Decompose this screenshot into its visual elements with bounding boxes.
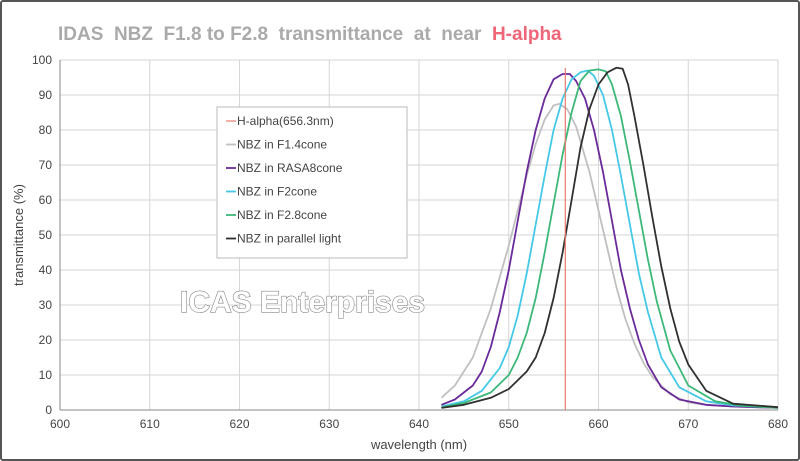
legend-entry: H-alpha(656.3nm) <box>237 114 334 128</box>
y-tick-label: 0 <box>45 403 52 417</box>
y-tick-label: 30 <box>39 298 53 312</box>
legend: H-alpha(656.3nm) NBZ in F1.4cone NBZ in RA… <box>216 106 408 259</box>
chart-title: IDAS NBZ F1.8 to F2.8 transmittance at n… <box>58 24 562 46</box>
series-lines <box>440 66 779 410</box>
y-tick-label: 20 <box>39 333 53 347</box>
y-tick-label: 10 <box>39 368 53 382</box>
y-tick-label: 40 <box>39 263 53 277</box>
x-tick-label: 610 <box>140 417 160 431</box>
series-line <box>441 66 779 409</box>
x-tick-label: 600 <box>50 417 70 431</box>
x-tick-label: 630 <box>319 417 339 431</box>
title-highlight: H-alpha <box>491 24 562 45</box>
x-tick-label: 670 <box>678 417 698 431</box>
legend-entry: NBZ in F2.8cone <box>237 208 327 222</box>
tick-labels: 600 610 620 630 640 650 660 670 680 0 10 20 30 40 50 60… <box>32 53 788 431</box>
legend-entry: NBZ in F2cone <box>237 185 317 199</box>
y-tick-label: 60 <box>39 193 53 207</box>
legend-entry: NBZ in F1.4cone <box>237 138 327 152</box>
y-tick-label: 80 <box>39 123 53 137</box>
series-line <box>441 69 779 409</box>
x-axis-label: wavelength (nm) <box>370 437 467 452</box>
x-tick-label: 640 <box>409 417 429 431</box>
legend-entry: NBZ in RASA8cone <box>237 161 343 175</box>
y-tick-label: 70 <box>39 158 53 172</box>
title-main: IDAS NBZ F1.8 to F2.8 transmittance at n… <box>58 24 492 45</box>
y-tick-label: 100 <box>32 53 52 67</box>
y-tick-label: 50 <box>39 228 53 242</box>
series-line <box>441 68 779 409</box>
y-tick-label: 90 <box>39 88 53 102</box>
x-tick-label: 680 <box>768 417 788 431</box>
legend-entry: NBZ in parallel light <box>237 232 342 246</box>
watermark-text: ICAS Enterprises <box>180 286 425 319</box>
gridlines <box>59 59 779 411</box>
series-line <box>440 102 779 409</box>
x-tick-label: 650 <box>499 417 519 431</box>
legend-box <box>216 106 408 259</box>
x-tick-label: 660 <box>588 417 608 431</box>
y-axis-label: transmittance (%) <box>11 184 26 286</box>
x-tick-label: 620 <box>229 417 249 431</box>
